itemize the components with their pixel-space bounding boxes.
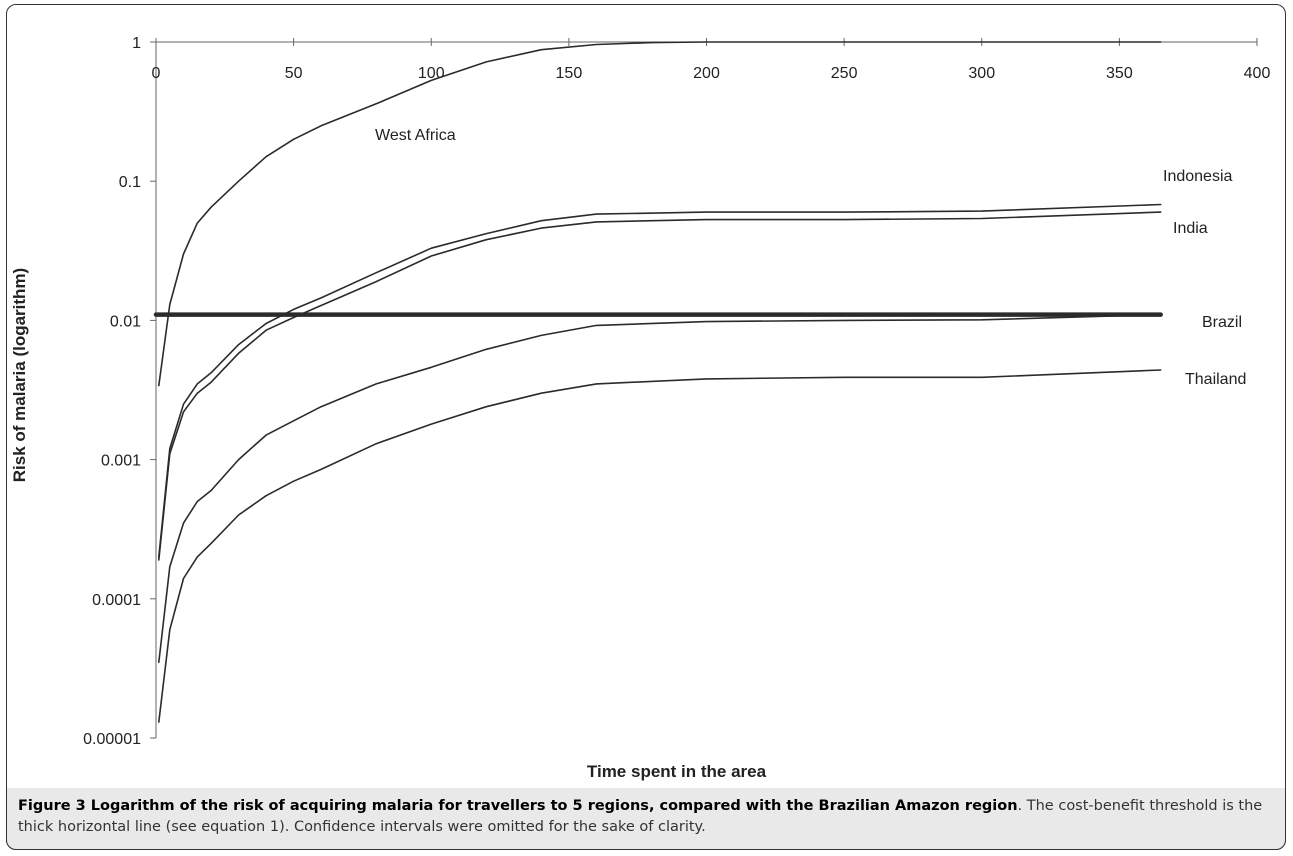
y-axis-label: Risk of malaria (logarithm): [10, 267, 29, 483]
y-tick-label: 1: [132, 35, 141, 52]
y-tick-label: 0.01: [110, 313, 141, 330]
caption-background: [6, 788, 1286, 850]
series-line-west-africa: [158, 41, 1162, 387]
series-line-brazil: [158, 313, 1162, 664]
series-line-indonesia: [158, 203, 1162, 558]
x-tick-label: 250: [831, 65, 858, 82]
x-tick-label: 400: [1244, 65, 1271, 82]
series-line-thailand: [158, 369, 1162, 723]
chart-series: [153, 41, 1163, 723]
y-axis-label-container: Risk of malaria (logarithm): [0, 230, 40, 530]
y-tick-label: 0.00001: [83, 731, 141, 748]
x-tick-label: 200: [693, 65, 720, 82]
series-line-india: [158, 211, 1162, 561]
x-tick-label: 300: [968, 65, 995, 82]
figure-caption: Figure 3 Logarithm of the risk of acquir…: [18, 796, 1280, 838]
caption-title: Figure 3 Logarithm of the risk of acquir…: [18, 798, 1018, 814]
caption-text: . The cost-benefit threshold is the thic…: [18, 798, 1263, 835]
x-axis-label: Time spent in the area: [586, 762, 767, 781]
series-label-brazil: Brazil: [1202, 314, 1242, 331]
y-tick-label: 0.0001: [92, 592, 141, 609]
series-label-indonesia: Indonesia: [1163, 168, 1232, 185]
series-label-india: India: [1173, 220, 1208, 237]
chart-axes: 0 50 100 150 200 250 300 350 400 1 0.1 0.01 0.001 0.0…: [83, 35, 1270, 748]
y-tick-label: 0.1: [119, 174, 141, 191]
x-tick-label: 150: [556, 65, 583, 82]
series-label-west-africa: West Africa: [375, 127, 456, 144]
x-tick-label: 0: [152, 65, 161, 82]
figure-frame: [6, 4, 1286, 850]
series-labels: West Africa Indonesia India Brazil Thailand: [375, 127, 1246, 388]
x-tick-label: 50: [285, 65, 303, 82]
y-tick-label: 0.001: [101, 453, 141, 470]
x-tick-label: 100: [418, 65, 445, 82]
x-tick-label: 350: [1106, 65, 1133, 82]
series-label-thailand: Thailand: [1185, 371, 1246, 388]
line-chart: 0 50 100 150 200 250 300 350 400 1 0.1 0.01 0.001 0.0…: [83, 35, 1270, 748]
